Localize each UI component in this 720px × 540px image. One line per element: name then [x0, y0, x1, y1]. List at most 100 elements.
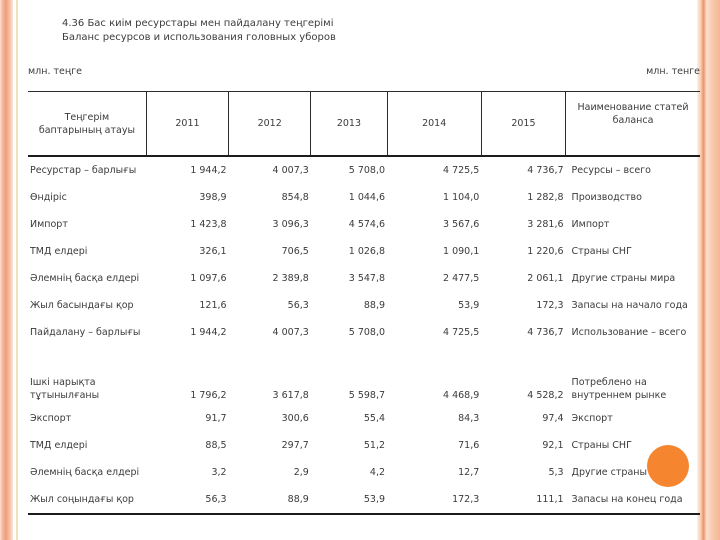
row-label-kk: Ішкі нарықта тұтынылғаны: [30, 377, 100, 401]
header-name-kk: Теңгерім баптарының атауы: [28, 91, 147, 157]
table-row: Импорт 1 423,8 3 096,3 4 574,6 3 567,6 3 281,…: [28, 211, 700, 238]
table-row: Өндіріс 398,9 854,8 1 044,6 1 104,0 1 282,8 Пр…: [28, 184, 700, 211]
left-stripe-bar: [0, 0, 13, 540]
value-cell: 2 061,1: [527, 273, 564, 284]
value-cell: 88,9: [363, 300, 386, 311]
row-label-kk: Пайдалану – барлығы: [30, 327, 141, 338]
value-cell: 1 090,1: [443, 246, 480, 257]
value-cell: 97,4: [542, 413, 564, 424]
table-row: Әлемнің басқа елдері 1 097,6 2 389,8 3 547,…: [28, 265, 700, 292]
value-cell: 5 708,0: [348, 327, 386, 338]
value-cell: 84,3: [458, 413, 480, 424]
value-cell: 5,3: [548, 467, 564, 478]
row-label-ru: Потреблено на внутреннем рынке: [571, 377, 667, 401]
value-cell: 1 026,8: [348, 246, 386, 257]
row-label-kk: Жыл соңындағы қор: [28, 486, 147, 515]
value-cell: 4 007,3: [272, 165, 309, 176]
table-row: ТМД елдері 326,1 706,5 1 026,8 1 090,1 1 220,…: [28, 238, 700, 265]
value-cell: 121,6: [199, 300, 227, 311]
table-body: Ресурстар – барлығы 1 944,2 4 007,3 5 708,0…: [28, 156, 700, 515]
value-cell: 92,1: [542, 440, 564, 451]
row-label-ru: Запасы на начало года: [571, 300, 688, 311]
value-cell: 3,2: [211, 467, 227, 478]
table-row: Ішкі нарықта тұтынылғаны 1 796,2 3 617,8 5 …: [28, 346, 700, 405]
value-cell: 111,1: [481, 486, 566, 515]
value-cell: 326,1: [199, 246, 227, 257]
value-cell: 3 547,8: [348, 273, 386, 284]
left-accent-line: [16, 0, 18, 540]
value-cell: 56,3: [287, 300, 309, 311]
row-label-ru: Страны СНГ: [571, 440, 632, 451]
value-cell: 1 097,6: [190, 273, 227, 284]
page-title-ru: Баланс ресурсов и использования головных…: [62, 31, 336, 43]
value-cell: 71,6: [458, 440, 480, 451]
value-cell: 1 220,6: [527, 246, 564, 257]
row-label-kk: Әлемнің басқа елдері: [30, 273, 140, 284]
value-cell: 4 468,9: [443, 390, 480, 401]
balance-table: Теңгерім баптарының атауы 2011 2012 2013…: [28, 91, 700, 515]
value-cell: 1 044,6: [348, 192, 386, 203]
row-label-ru: Использование – всего: [571, 327, 687, 338]
value-cell: 706,5: [281, 246, 309, 257]
value-cell: 55,4: [363, 413, 386, 424]
header-year-2014: 2014: [386, 91, 482, 157]
row-label-kk: Әлемнің басқа елдері: [30, 467, 140, 478]
value-cell: 4 528,2: [527, 390, 564, 401]
value-cell: 4 736,7: [527, 165, 564, 176]
value-cell: 398,9: [199, 192, 227, 203]
value-cell: 12,7: [458, 467, 480, 478]
row-label-ru: Экспорт: [571, 413, 613, 424]
value-cell: 4 725,5: [443, 165, 480, 176]
value-cell: 2,9: [293, 467, 309, 478]
row-label-kk: Ресурстар – барлығы: [30, 165, 137, 176]
table-row: Жыл соңындағы қор 56,3 88,9 53,9 172,3 111,1 З…: [28, 486, 700, 515]
value-cell: 1 282,8: [527, 192, 564, 203]
value-cell: 51,2: [363, 440, 386, 451]
value-cell: 3 567,6: [443, 219, 480, 230]
value-cell: 5 708,0: [348, 165, 386, 176]
right-stripe-bar: [697, 0, 720, 540]
table-row: Экспорт 91,7 300,6 55,4 84,3 97,4 Экспорт: [28, 405, 700, 432]
row-label-kk: Өндіріс: [30, 192, 67, 203]
table-header-row: Теңгерім баптарының атауы 2011 2012 2013…: [28, 91, 700, 157]
row-label-kk: Жыл басындағы қор: [30, 300, 134, 311]
header-year-2012: 2012: [228, 91, 311, 157]
page-title: 4.36 Бас киім ресурстары мен пайдалану т…: [62, 17, 336, 44]
row-label-kk: ТМД елдері: [30, 246, 88, 257]
value-cell: 3 617,8: [272, 390, 309, 401]
row-label-ru: Запасы на конец года: [565, 486, 700, 515]
table-row: ТМД елдері 88,5 297,7 51,2 71,6 92,1 Страны СН…: [28, 432, 700, 459]
value-cell: 1 796,2: [190, 390, 227, 401]
units-row: млн. теңге млн. тенге: [28, 66, 700, 77]
row-label-ru: Ресурсы – всего: [571, 165, 651, 176]
value-cell: 5 598,7: [348, 390, 386, 401]
value-cell: 172,3: [536, 300, 564, 311]
row-label-kk: Экспорт: [30, 413, 72, 424]
value-cell: 4 725,5: [443, 327, 480, 338]
value-cell: 300,6: [281, 413, 309, 424]
header-name-ru: Наименование статей баланса: [565, 91, 700, 157]
row-label-kk: Импорт: [30, 219, 68, 230]
unit-label-left: млн. теңге: [28, 66, 82, 77]
value-cell: 56,3: [146, 486, 229, 515]
row-label-ru: Другие страны мира: [571, 467, 676, 478]
value-cell: 4 574,6: [348, 219, 386, 230]
table-row: Пайдалану – барлығы 1 944,2 4 007,3 5 708,0…: [28, 319, 700, 346]
row-label-ru: Производство: [571, 192, 642, 203]
value-cell: 4 007,3: [272, 327, 309, 338]
value-cell: 88,9: [228, 486, 311, 515]
value-cell: 4 736,7: [527, 327, 564, 338]
value-cell: 53,9: [310, 486, 388, 515]
row-label-ru: Страны СНГ: [571, 246, 632, 257]
row-label-ru: Импорт: [571, 219, 610, 230]
value-cell: 53,9: [458, 300, 480, 311]
value-cell: 1 944,2: [190, 165, 227, 176]
table-row: Ресурстар – барлығы 1 944,2 4 007,3 5 708,0…: [28, 156, 700, 184]
row-label-kk: ТМД елдері: [30, 440, 88, 451]
value-cell: 1 944,2: [190, 327, 227, 338]
value-cell: 91,7: [205, 413, 227, 424]
page-title-kk: 4.36 Бас киім ресурстары мен пайдалану т…: [62, 18, 334, 29]
value-cell: 2 477,5: [443, 273, 480, 284]
header-year-2015: 2015: [480, 91, 566, 157]
value-cell: 3 281,6: [527, 219, 564, 230]
